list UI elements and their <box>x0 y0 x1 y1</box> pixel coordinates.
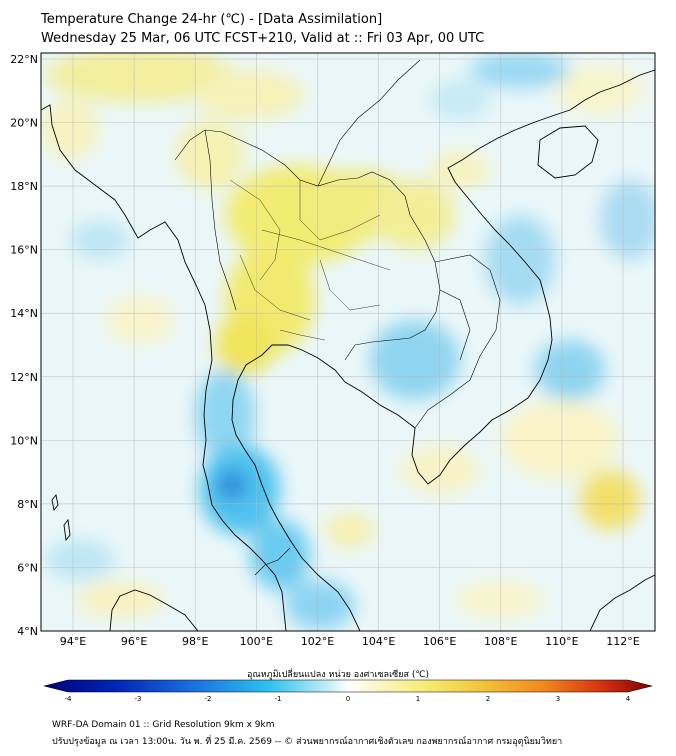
myanmar-thai-border <box>204 129 237 311</box>
colorbar: -4 -3 -2 -1 0 1 2 3 4 <box>43 679 653 703</box>
laos-cambodia-border <box>439 289 471 361</box>
temperature-field <box>41 53 655 631</box>
colorbar-tick-label: 3 <box>556 695 560 703</box>
colorbar-scale <box>43 679 653 693</box>
latitude-labels: 22°N 20°N 18°N 16°N 14°N 12°N 10°N 8°N 6°N 4°N <box>10 53 38 638</box>
colorbar-tick-label: -4 <box>65 695 73 703</box>
map-title: Temperature Change 24-hr (℃) - [Data Ass… <box>41 12 383 27</box>
lon-label: 102°E <box>301 635 334 648</box>
colorbar-tick-label: 0 <box>346 695 350 703</box>
lat-label: 18°N <box>10 180 38 193</box>
colorbar-tick-label: 2 <box>486 695 490 703</box>
lat-label: 10°N <box>10 434 38 447</box>
colorbar-tick-label: -3 <box>135 695 142 703</box>
lon-label: 106°E <box>423 635 456 648</box>
colorbar-tick-label: 4 <box>626 695 631 703</box>
lon-label: 96°E <box>121 635 147 648</box>
hainan-island <box>537 125 599 179</box>
lat-label: 22°N <box>10 53 38 66</box>
coastlines <box>41 69 655 631</box>
sumatra-coastline <box>109 589 199 631</box>
vietnam-coastline <box>344 109 571 485</box>
borneo-coastline <box>589 574 655 631</box>
lat-label: 12°N <box>10 371 38 384</box>
lat-label: 8°N <box>17 498 38 511</box>
lon-label: 108°E <box>484 635 517 648</box>
andaman-island <box>51 493 59 512</box>
longitude-labels: 94°E 96°E 98°E 100°E 102°E 104°E 106°E 108°E 110… <box>60 635 640 648</box>
lat-label: 16°N <box>10 244 38 257</box>
lat-label: 20°N <box>10 117 38 130</box>
update-info: ปรับปรุงข้อมูล ณ เวลา 13:00น. วัน พ. ที่… <box>52 737 563 747</box>
map-subtitle: Wednesday 25 Mar, 06 UTC FCST+210, Valid… <box>41 31 485 46</box>
lon-label: 98°E <box>182 635 208 648</box>
thailand-border <box>174 129 441 361</box>
lon-label: 104°E <box>362 635 395 648</box>
lon-label: 94°E <box>60 635 86 648</box>
model-info: WRF-DA Domain 01 :: Grid Resolution 9km … <box>52 720 275 730</box>
laos-china-border <box>317 59 421 187</box>
colorbar-label: อุณหภูมิเปลี่ยนแปลง หน่วย องศาเซลเซียส (… <box>246 670 430 680</box>
nicobar-island <box>63 518 71 542</box>
colorbar-ticks: -4 -3 -2 -1 0 1 2 3 4 <box>65 695 631 703</box>
lon-label: 112°E <box>606 635 639 648</box>
lon-label: 100°E <box>240 635 273 648</box>
colorbar-tick-label: -2 <box>205 695 212 703</box>
lat-label: 4°N <box>17 625 38 638</box>
thai-malaysia-border <box>254 547 291 576</box>
lon-label: 110°E <box>545 635 578 648</box>
country-borders <box>174 59 501 576</box>
lat-lon-grid <box>41 53 655 632</box>
west-coastline <box>41 104 287 631</box>
map-frame <box>40 52 656 632</box>
colorbar-tick-label: -1 <box>275 695 282 703</box>
lat-label: 6°N <box>17 561 38 574</box>
thai-provinces <box>229 179 391 341</box>
gulf-coastline <box>231 344 361 631</box>
colorbar-tick-label: 1 <box>416 695 420 703</box>
lat-label: 14°N <box>10 307 38 320</box>
cambodia-vietnam-border <box>414 254 501 429</box>
china-coastline <box>569 69 655 111</box>
